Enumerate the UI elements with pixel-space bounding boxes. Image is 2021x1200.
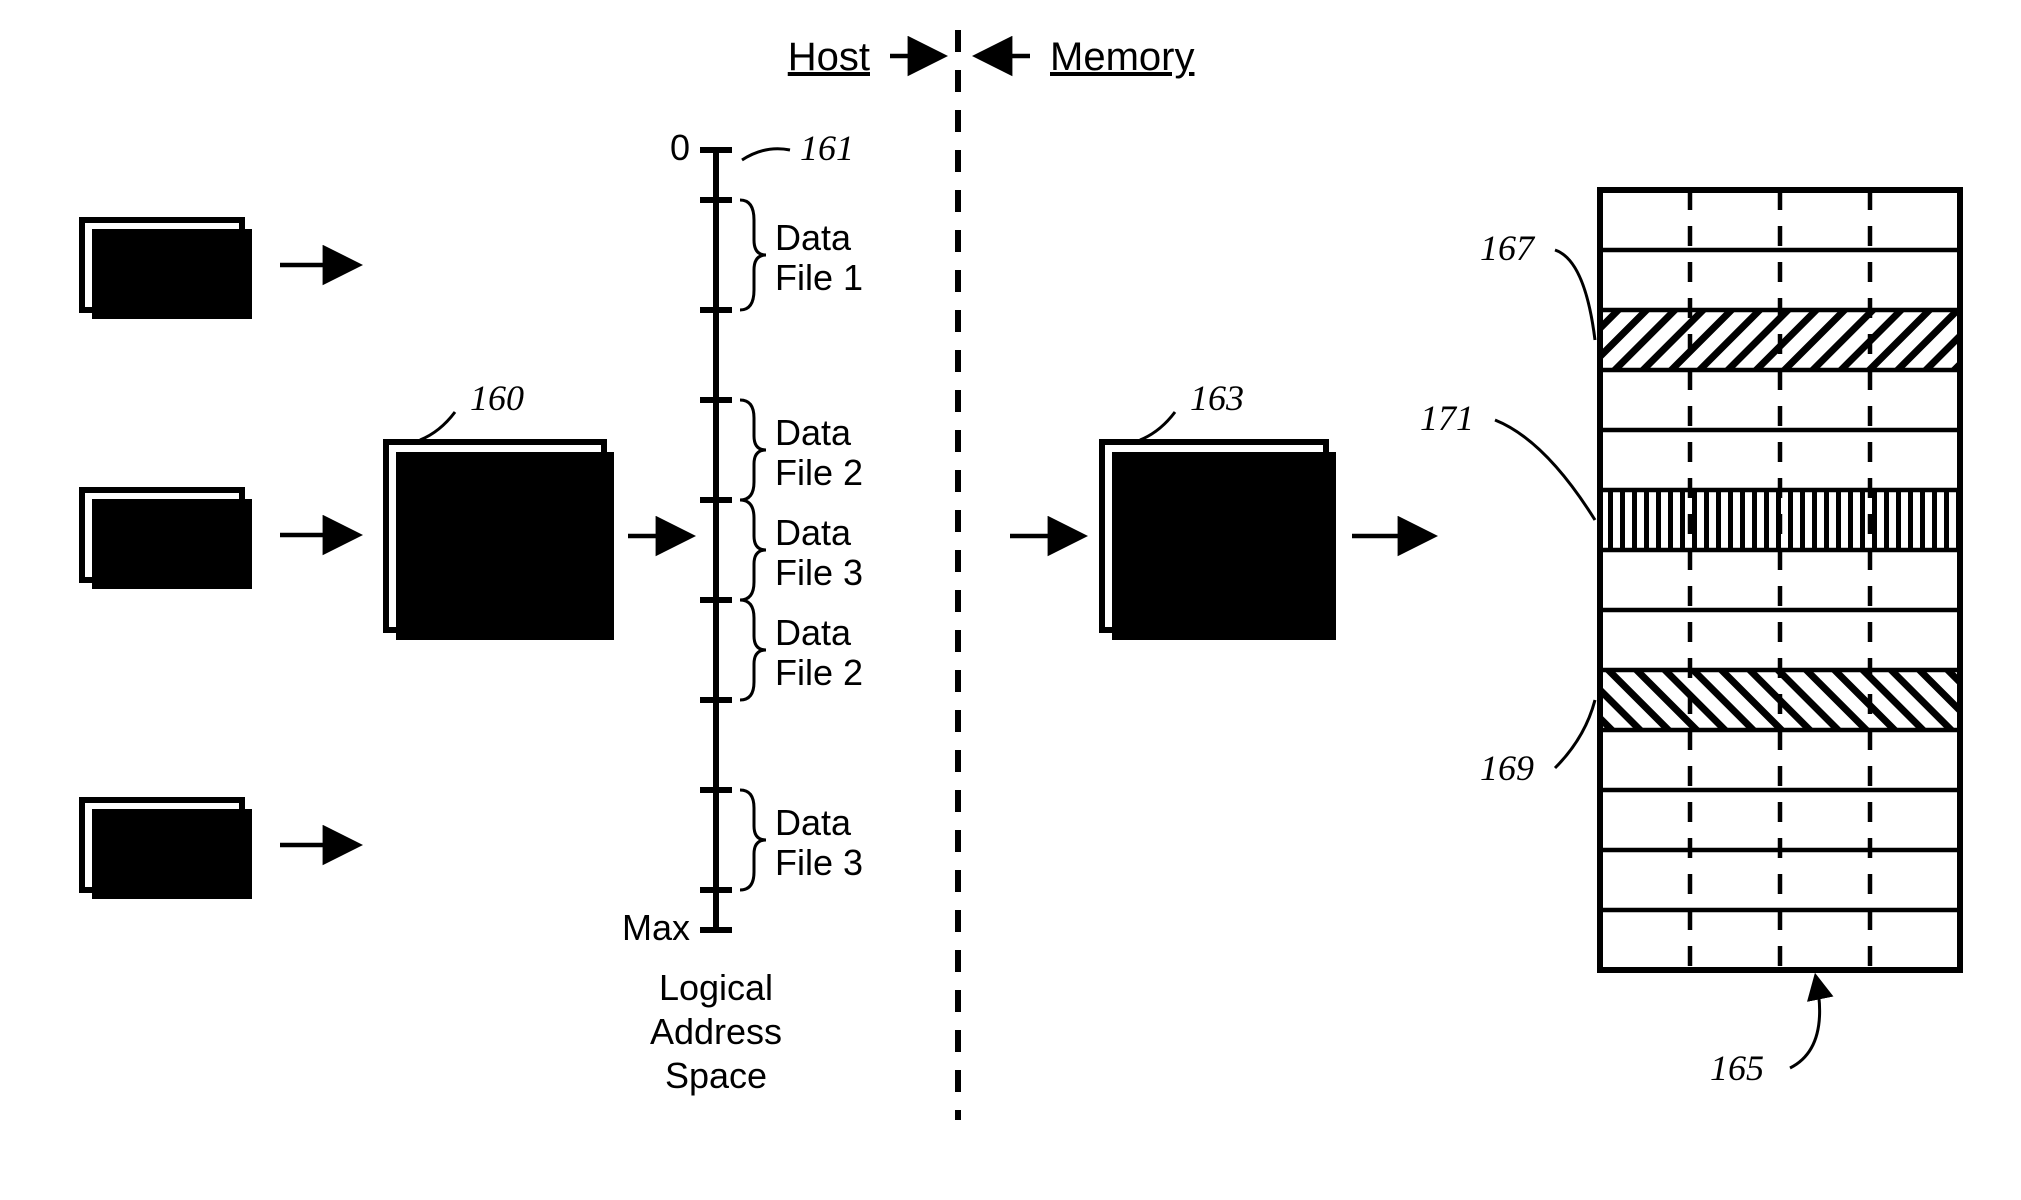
svg-text:File-to-: File-to- (439, 452, 551, 493)
memory-grid (1600, 190, 1960, 970)
svg-text:Data: Data (775, 412, 852, 453)
file-box-3: Data File 3 (82, 800, 252, 899)
svg-text:File 3: File 3 (775, 552, 863, 593)
ref-165: 165 (1710, 1048, 1764, 1088)
svg-text:Data: Data (775, 612, 852, 653)
svg-text:Logical: Logical (438, 492, 552, 533)
svg-text:Address: Address (650, 1011, 782, 1052)
ref-161: 161 (800, 128, 854, 168)
header-host: Host (788, 35, 870, 79)
svg-text:Data: Data (775, 512, 852, 553)
ref-163: 163 (1190, 378, 1244, 418)
svg-text:Translation: Translation (1126, 572, 1303, 613)
ref-171: 171 (1420, 398, 1474, 438)
svg-text:File 2: File 2 (118, 535, 206, 576)
logical-axis: 0 Max Data File 1 Data File 2 Data File … (622, 127, 863, 1096)
header: Host Memory (788, 35, 1195, 79)
svg-text:File 1: File 1 (118, 265, 206, 306)
svg-text:Data: Data (124, 805, 201, 846)
svg-text:0: 0 (670, 127, 690, 168)
svg-text:File 3: File 3 (775, 842, 863, 883)
header-memory: Memory (1050, 35, 1194, 79)
ref-169: 169 (1480, 748, 1534, 788)
svg-text:Physical: Physical (1147, 492, 1281, 533)
svg-text:Conversion: Conversion (404, 572, 586, 613)
svg-text:File 3: File 3 (118, 845, 206, 886)
translation-box: Logical-to- Physical Address Translation (1102, 442, 1336, 640)
ref-160: 160 (470, 378, 524, 418)
svg-text:Logical-to-: Logical-to- (1130, 452, 1298, 493)
svg-text:Data: Data (775, 217, 852, 258)
ref-167: 167 (1480, 228, 1536, 268)
svg-text:Address: Address (429, 532, 561, 573)
svg-text:Address: Address (1148, 532, 1280, 573)
svg-text:Data: Data (124, 225, 201, 266)
svg-text:Data: Data (124, 495, 201, 536)
svg-text:File 1: File 1 (775, 257, 863, 298)
svg-text:Max: Max (622, 907, 690, 948)
file-box-1: Data File 1 (82, 220, 252, 319)
conversion-box: File-to- Logical Address Conversion (386, 442, 614, 640)
svg-text:Logical: Logical (659, 967, 773, 1008)
file-box-2: Data File 2 (82, 490, 252, 589)
svg-text:File 2: File 2 (775, 452, 863, 493)
svg-text:Data: Data (775, 802, 852, 843)
svg-text:File 2: File 2 (775, 652, 863, 693)
svg-text:Space: Space (665, 1055, 767, 1096)
